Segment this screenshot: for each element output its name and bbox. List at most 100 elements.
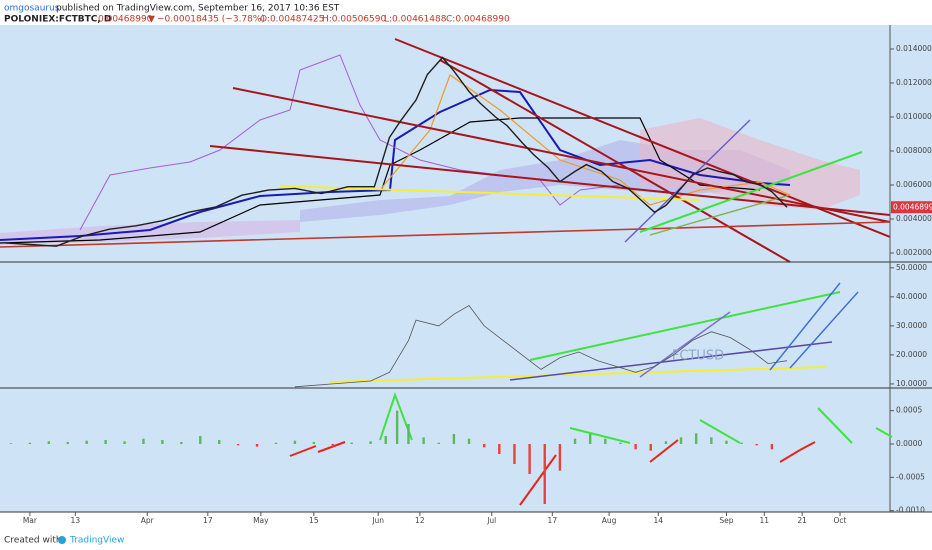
histogram-bar: [679, 437, 683, 444]
trendline: [519, 454, 557, 506]
histogram-bar: [9, 443, 13, 444]
histogram-bar: [369, 441, 372, 444]
x-tick-label: Jul: [486, 516, 496, 525]
histogram-bar: [573, 438, 577, 444]
trendline: [569, 427, 631, 444]
x-tick-label: Mar: [23, 516, 38, 525]
last-price-box: [891, 201, 932, 214]
histogram-bar: [649, 444, 652, 451]
trendline: [509, 341, 833, 381]
open: O:0.00487425: [260, 15, 324, 25]
trendline: [799, 441, 816, 451]
histogram-bar: [604, 438, 607, 444]
histogram-bar: [543, 444, 546, 504]
histogram-bar: [255, 444, 259, 447]
y-tick-label: -0.0010: [896, 506, 925, 515]
histogram-bar: [199, 436, 202, 444]
trendline: [769, 282, 841, 371]
footer-background: [0, 530, 932, 550]
trendline: [289, 445, 317, 457]
x-tick-label: Aug: [602, 516, 617, 525]
y-tick-label: 0.0005: [896, 406, 922, 415]
histogram-bar: [142, 438, 145, 444]
lagging-line: [79, 54, 621, 231]
x-tick-label: 13: [71, 516, 81, 525]
trendline: [329, 366, 827, 383]
footer-text: Created with: [4, 536, 62, 546]
close-value: 0.00468990: [98, 15, 153, 25]
low: L:0.00461488: [384, 15, 447, 25]
close: C:0.00468990: [446, 15, 510, 25]
histogram-bar: [437, 442, 440, 444]
x-tick-label: 15: [309, 516, 319, 525]
kijun-line: [0, 88, 791, 241]
histogram-bar: [104, 440, 107, 444]
trendline: [779, 449, 801, 463]
trendline: [649, 194, 791, 236]
histogram-bar: [217, 440, 221, 444]
y-tick-label: -0.0005: [896, 472, 925, 481]
histogram-bar: [467, 438, 471, 444]
trendline: [379, 392, 413, 441]
histogram-bar: [85, 440, 88, 444]
y-tick-label: 0.0000: [896, 439, 922, 448]
baseline: [0, 117, 761, 244]
histogram-bar: [694, 433, 698, 444]
histogram-bar: [180, 442, 183, 444]
histogram-bar: [558, 444, 562, 471]
trendline: [317, 441, 346, 453]
histogram-bar: [407, 424, 410, 444]
trendline: [639, 151, 863, 233]
y-tick-label: 40.0000: [896, 292, 927, 301]
last-price-label: 0.00468990: [893, 202, 932, 211]
price-line: [3, 56, 788, 247]
histogram-bar: [634, 444, 637, 450]
published-text: published on TradingView.com, September …: [56, 4, 340, 14]
cloud: [640, 118, 860, 210]
change: −0.00018435 (−3.78%): [157, 15, 265, 25]
trendline: [817, 407, 853, 444]
symbol: POLONIEX:FCTBTC, D: [4, 15, 111, 25]
histogram-bar: [452, 434, 456, 444]
histogram-bar: [384, 436, 387, 444]
brand-icon: [58, 536, 66, 544]
histogram-bar: [312, 442, 316, 444]
histogram-bar: [498, 444, 501, 454]
author[interactable]: omgosaurus: [4, 4, 60, 14]
x-tick-label: Apr: [141, 516, 155, 525]
histogram-bar: [123, 441, 126, 444]
histogram-bar: [664, 441, 668, 444]
histogram-bar: [66, 442, 69, 444]
histogram-bar: [740, 442, 743, 444]
y-tick-label: 0.01000000: [896, 112, 932, 121]
histogram-bar: [236, 444, 240, 446]
x-tick-label: 17: [203, 516, 213, 525]
y-tick-label: 30.0000: [896, 321, 927, 330]
histogram-bar: [28, 442, 32, 444]
trendline: [439, 59, 791, 263]
histogram-bar: [725, 440, 728, 444]
brand[interactable]: TradingView: [69, 536, 124, 546]
histogram-bar: [528, 444, 531, 474]
tenkan-line: [379, 74, 791, 206]
high: H:0.00506590: [322, 15, 386, 25]
trendline: [279, 185, 701, 201]
histogram-bar: [274, 442, 278, 444]
histogram-bar: [588, 434, 592, 444]
trendline: [875, 427, 893, 438]
y-tick-label: 0.01200000: [896, 78, 932, 87]
y-tick-label: 0.00200000: [896, 248, 932, 257]
y-tick-label: 50.0000: [896, 263, 927, 272]
histogram-bar: [755, 444, 758, 446]
x-tick-label: Sep: [719, 516, 733, 525]
x-tick-label: 14: [654, 516, 664, 525]
trendline: [699, 419, 741, 444]
x-tick-label: 11: [760, 516, 770, 525]
trendline: [209, 145, 891, 216]
histogram-bar: [293, 440, 297, 444]
x-tick-label: May: [253, 516, 269, 525]
y-tick-label: 0.00600000: [896, 180, 932, 189]
histogram-bar: [619, 442, 622, 444]
